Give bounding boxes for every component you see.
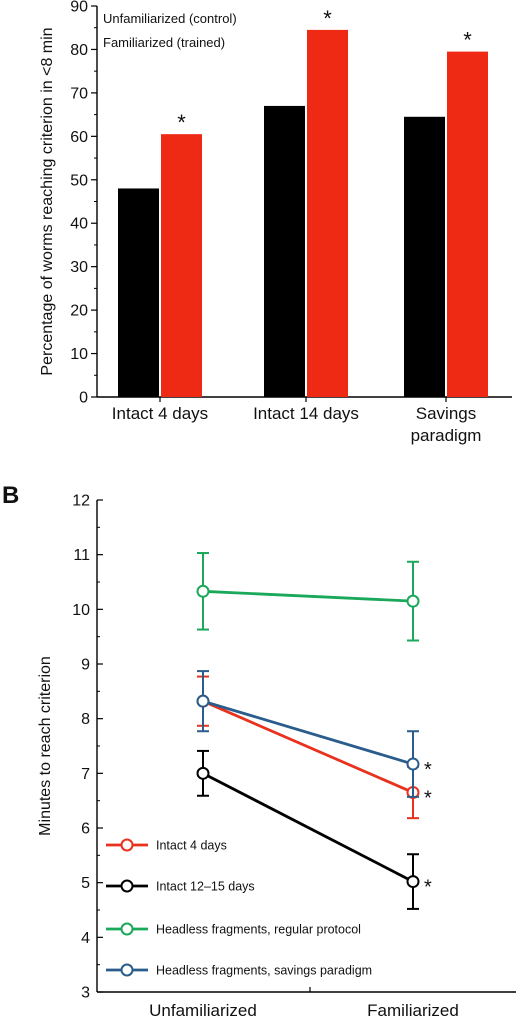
y-tick-label: 3 [81,985,90,1002]
data-point [406,875,420,889]
x-tick-label: Familiarized [367,1001,459,1020]
significance-asterisk: * [424,877,432,899]
y-tick-label: 70 [70,85,88,102]
y-tick-label: 8 [81,711,90,728]
legend-entry: Familiarized (trained) [103,35,225,50]
panel-label: B [2,482,19,509]
legend-label: Intact 12–15 days [156,880,255,894]
data-point [406,757,420,771]
bar [264,105,305,397]
legend-label: Headless fragments, regular protocol [156,923,361,937]
y-tick-label: 20 [70,303,88,320]
y-tick-label: 12 [72,493,90,510]
legend-marker [120,963,134,977]
significance-asterisk: * [424,787,432,809]
data-point [196,766,210,780]
y-tick-label: 6 [81,821,90,838]
y-axis-label: Minutes to reach criterion [37,656,54,836]
legend-entry: Unfamiliarized (control) [103,11,237,26]
series-line [202,699,414,794]
x-tick-label: Savings [416,404,476,423]
y-tick-label: 11 [73,547,90,564]
x-tick-label: Intact 4 days [112,404,208,423]
data-point [196,584,210,598]
y-tick-label: 7 [81,766,90,783]
x-tick-label: Intact 14 days [253,404,359,423]
y-tick-label: 60 [70,129,88,146]
y-tick-label: 0 [79,390,88,407]
legend-label: Intact 4 days [156,839,227,853]
bar [161,134,202,397]
series-line [202,699,414,766]
x-tick-label: Unfamiliarized [149,1001,257,1020]
bar [447,51,488,397]
bar [118,188,159,397]
y-axis-label: Percentage of worms reaching criterion i… [39,27,56,375]
legend-marker [120,922,134,936]
series-line [202,772,414,883]
y-tick-label: 5 [81,875,90,892]
y-tick-label: 10 [70,346,88,363]
significance-asterisk: * [424,759,432,781]
y-tick-label: 90 [70,0,88,16]
bar [404,116,445,398]
panel-a-bar-chart: 0 10 20 30 40 50 60 70 80 90 Percentage of worms r… [39,0,512,445]
y-tick-label: 50 [70,172,88,189]
legend-marker [120,838,134,852]
legend-label: Headless fragments, savings paradigm [156,964,372,978]
bar [307,29,348,398]
data-point [196,694,210,708]
legend-marker [120,879,134,893]
y-tick-label: 30 [70,259,88,276]
y-tick-label: 80 [70,42,88,59]
significance-asterisk: * [463,28,472,53]
significance-asterisk: * [177,110,186,135]
data-point [406,594,420,608]
series-line [202,589,414,603]
significance-asterisk: * [323,6,332,31]
y-tick-label: 40 [70,216,88,233]
x-tick-label: paradigm [411,426,482,445]
y-tick-label: 9 [81,657,90,674]
y-tick-label: 10 [72,602,90,619]
y-tick-label: 4 [81,930,90,947]
panel-b-line-chart: B 3 4 5 6 7 8 9 10 11 12 Minutes to reach criterion… [2,482,516,1020]
